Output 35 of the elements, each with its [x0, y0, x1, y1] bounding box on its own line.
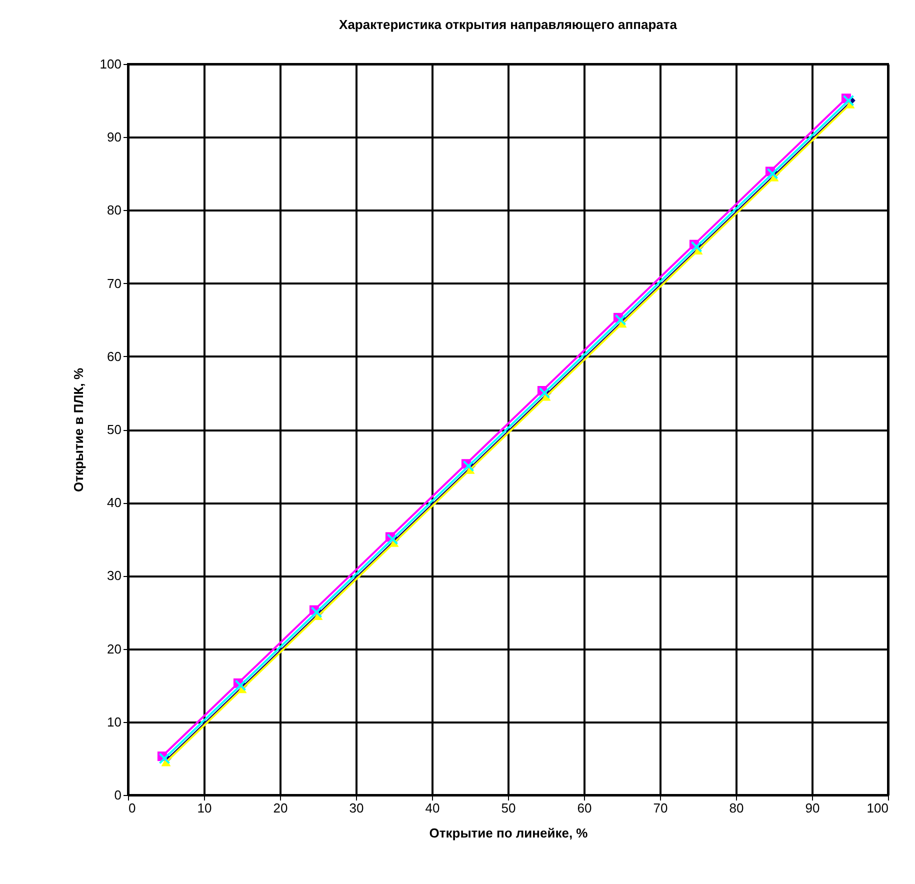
y-tick-label: 80 [107, 202, 122, 218]
point [158, 752, 170, 764]
x-tick-label: 90 [805, 800, 820, 816]
x-tick-label: 50 [501, 800, 516, 816]
x-tick-label: 30 [349, 800, 364, 816]
x-tick-label: 60 [577, 800, 592, 816]
x-tick-label: 100 [866, 800, 888, 816]
point [842, 94, 854, 106]
y-tick-label: 50 [107, 422, 122, 437]
x-tick-label: 20 [273, 800, 288, 816]
point [766, 168, 778, 180]
point [614, 314, 626, 326]
point [386, 533, 398, 545]
chart-title: Характеристика открытия направляющего аппарата [339, 17, 678, 32]
point [462, 460, 474, 472]
y-tick-label: 10 [107, 714, 122, 730]
y-tick-label: 30 [107, 568, 122, 584]
x-tick-label: 40 [425, 800, 440, 816]
point [538, 387, 550, 399]
x-axis-title: Открытие по линейке, % [429, 826, 588, 840]
point [234, 680, 246, 692]
y-tick-label: 100 [100, 56, 122, 72]
y-tick-label: 70 [107, 276, 122, 291]
y-tick-label: 0 [114, 788, 122, 802]
x-tick-label: 70 [653, 800, 668, 816]
x-tick-label: 0 [128, 800, 136, 816]
x-tick-label: 80 [729, 800, 744, 816]
y-tick-label: 20 [107, 641, 122, 656]
y-tick-label: 60 [107, 348, 122, 364]
y-tick-label: 40 [107, 495, 122, 510]
y-axis-title: Открытие в ПЛК, % [70, 368, 86, 492]
y-tick-label: 90 [107, 130, 122, 145]
point [690, 241, 702, 252]
x-tick-label: 10 [197, 800, 212, 816]
point [310, 606, 322, 618]
